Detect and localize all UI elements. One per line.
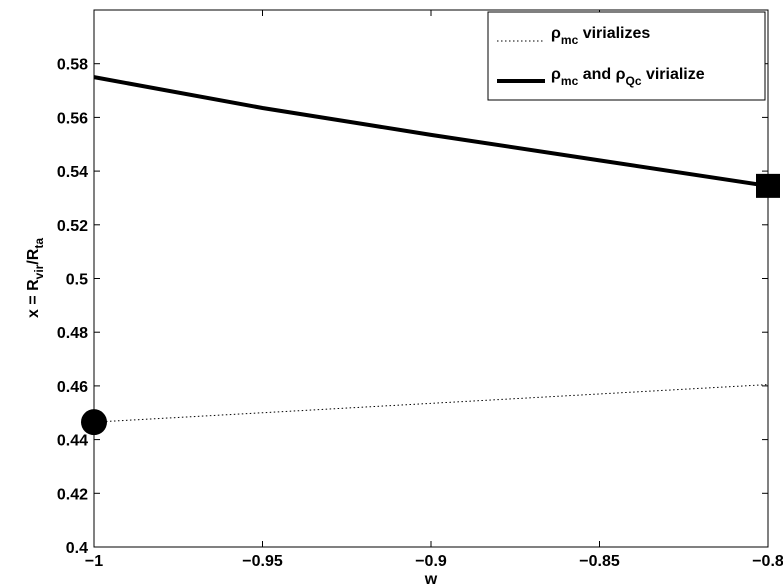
legend-box (487, 11, 766, 101)
y-tick-label: 0.44 (57, 433, 88, 450)
x-tick-label: −0.85 (579, 553, 620, 570)
y-tick-label: 0.5 (66, 272, 88, 289)
y-tick-label: 0.58 (57, 57, 88, 74)
legend-entry-2-text: virialize (642, 66, 705, 83)
tick-layer: −1 −0.95 −0.9 −0.85 −0.8 0.4 0.42 0.44 0.46 0.48 0… (57, 10, 783, 570)
y-axis-label-mid: /R (25, 248, 42, 264)
legend-entry-2-sub1: mc (561, 74, 579, 88)
legend-entry-1-rho: ρ (551, 25, 561, 42)
x-tick-label: −1 (85, 553, 103, 570)
legend-entry-1: ρmc virializes (551, 25, 650, 47)
x-tick-label: −0.8 (752, 553, 783, 570)
legend: ρmc virializes ρmc and ρQc virialize (487, 11, 766, 101)
series-layer (93, 75, 769, 423)
legend-entry-1-sub: mc (561, 33, 579, 47)
series-line-2 (93, 75, 769, 188)
y-axis-label-sub1: vir (32, 264, 46, 279)
y-axis-label-prefix: x = R (25, 279, 42, 318)
series-line-1 (93, 384, 769, 423)
y-tick-label: 0.54 (57, 164, 88, 181)
y-tick-label: 0.56 (57, 110, 88, 127)
legend-entry-1-text: virializes (578, 25, 650, 42)
y-tick-label: 0.42 (57, 486, 88, 503)
y-tick-label: 0.52 (57, 218, 88, 235)
y-tick-label: 0.46 (57, 379, 88, 396)
legend-entry-2-rho: ρ (551, 66, 561, 83)
x-axis-label: w (424, 571, 438, 588)
y-axis-label: x = Rvir/Rta (25, 238, 46, 318)
y-axis-label-sub2: ta (32, 238, 46, 249)
legend-entry-2-mid: and ρ (578, 66, 625, 83)
y-tick-label: 0.4 (66, 540, 88, 557)
x-tick-label: −0.95 (242, 553, 283, 570)
x-tick-label: −0.9 (415, 553, 447, 570)
y-tick-label: 0.48 (57, 325, 88, 342)
legend-entry-2-sub2: Qc (625, 74, 641, 88)
legend-entry-2: ρmc and ρQc virialize (551, 66, 705, 88)
